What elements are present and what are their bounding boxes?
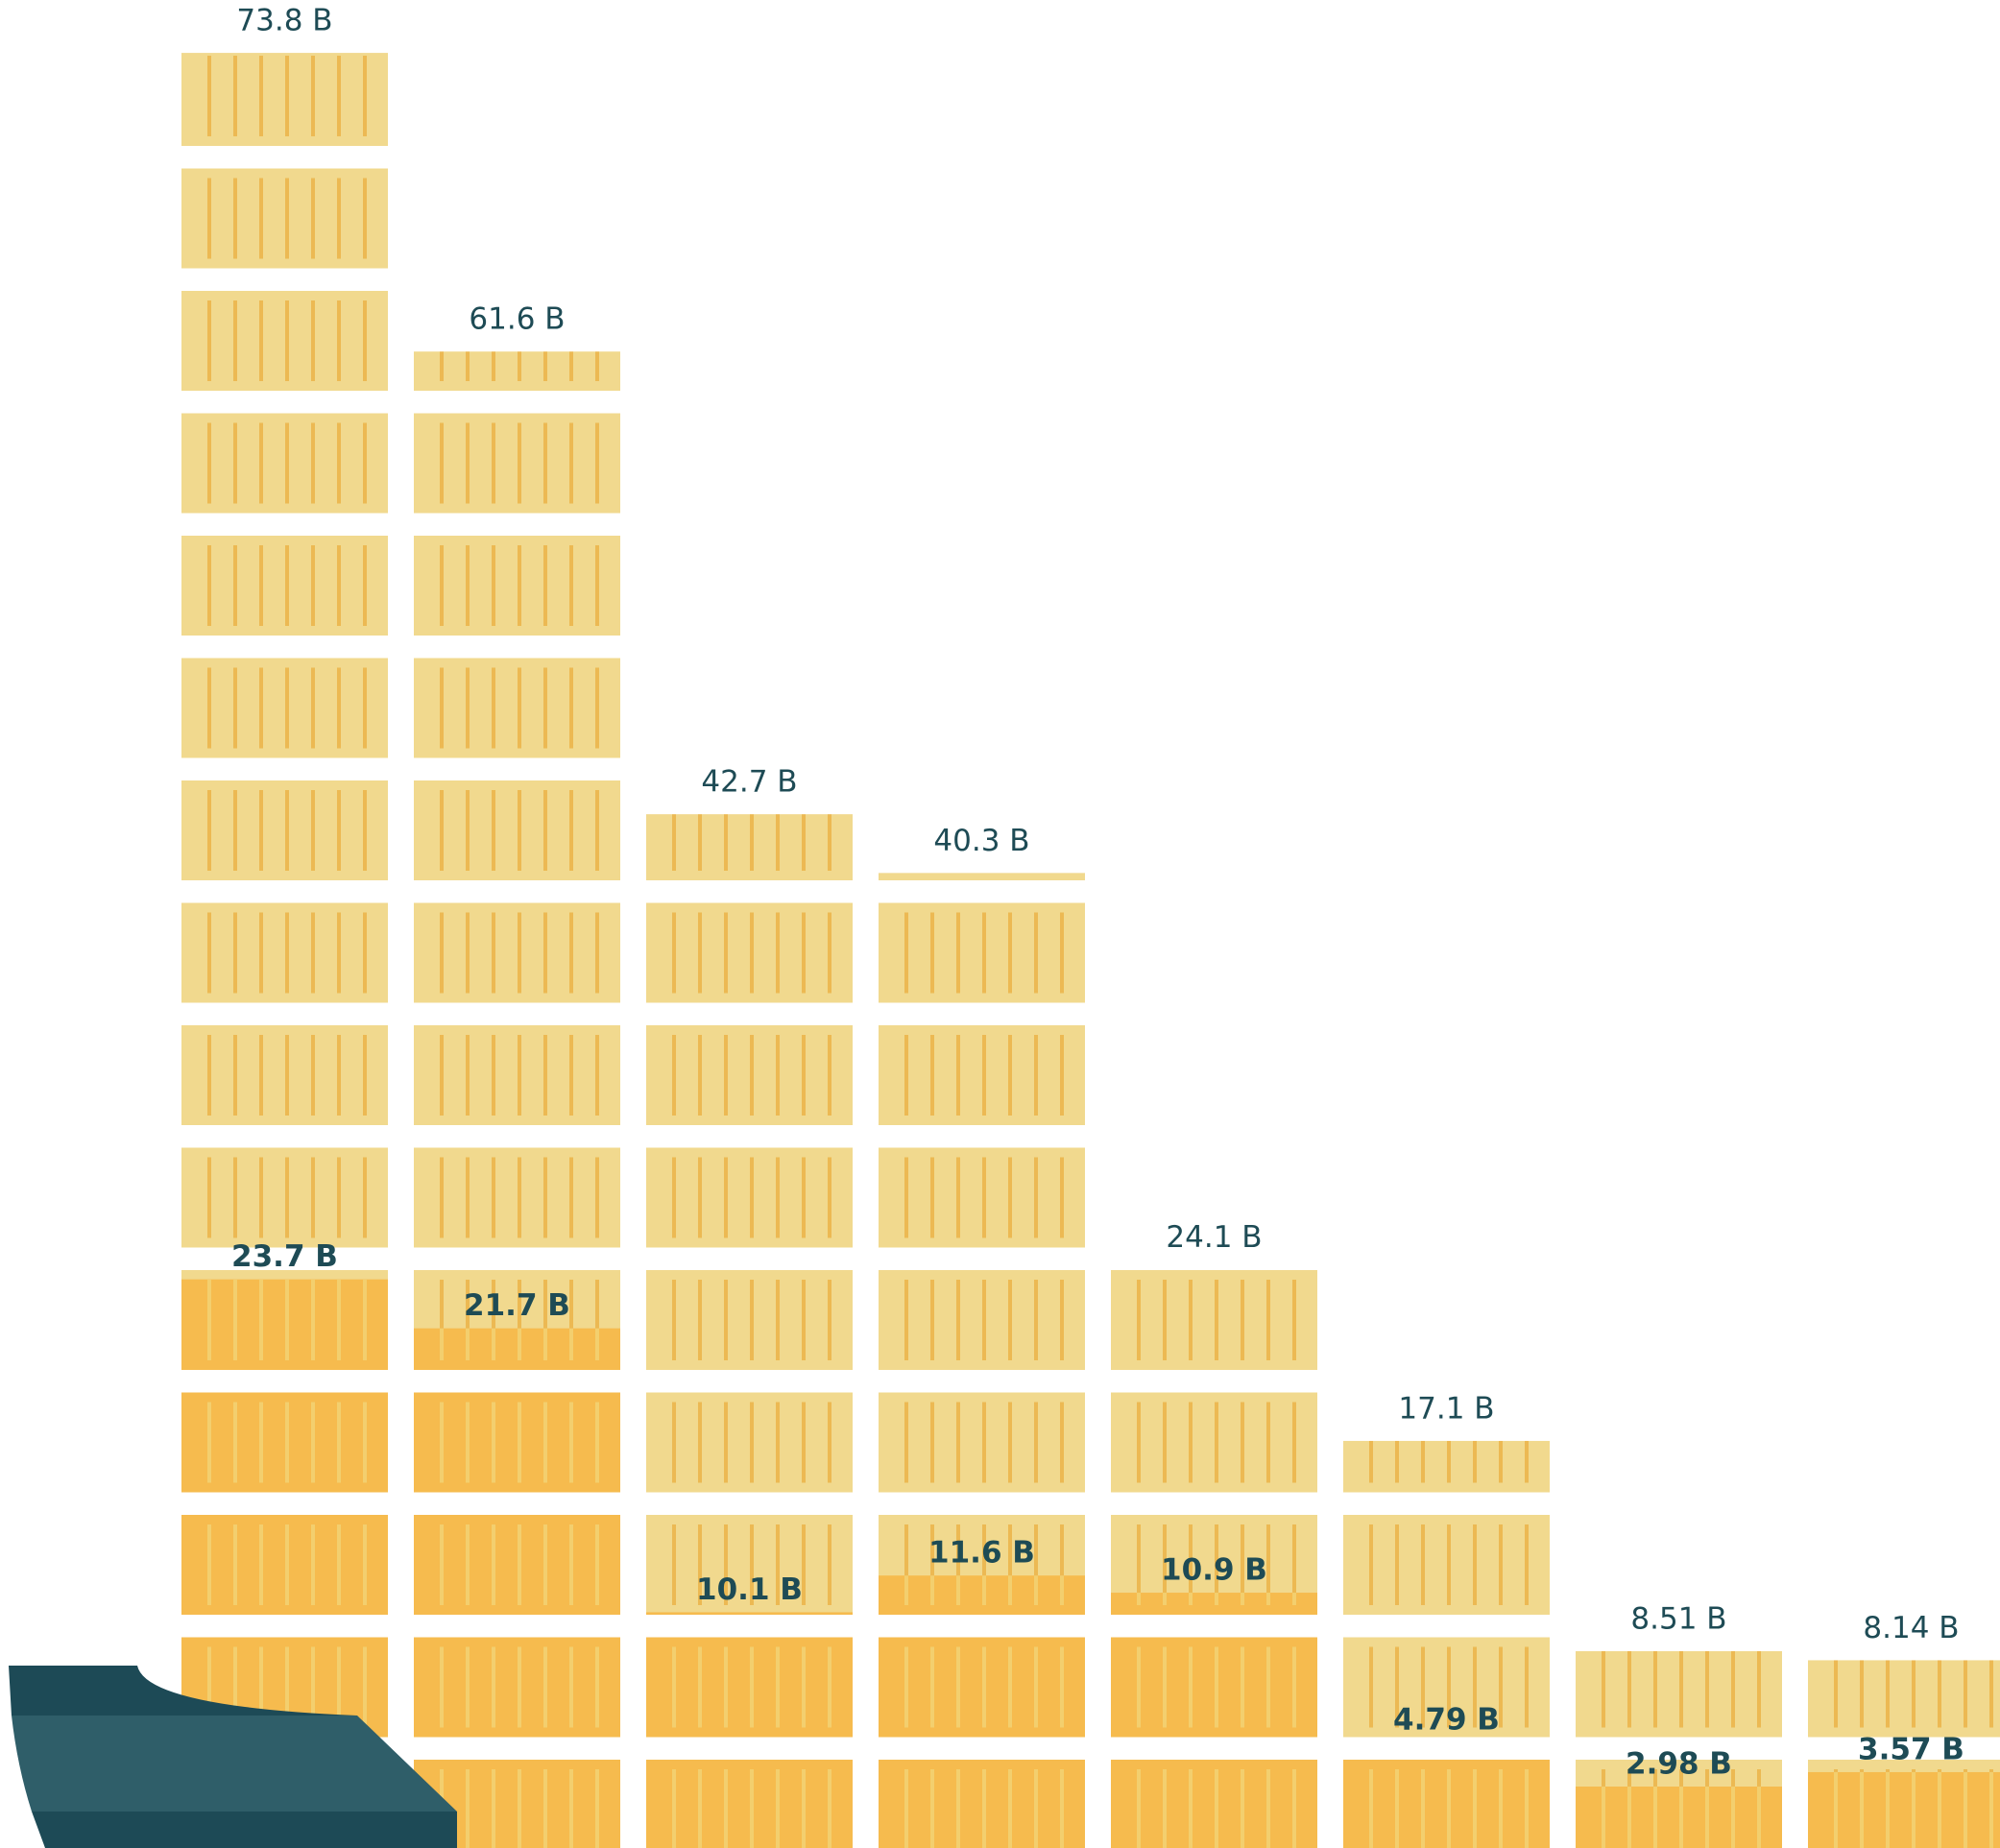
total-label: 8.14 B	[1863, 1611, 1959, 1645]
inner-label: 11.6 B	[928, 1536, 1035, 1571]
total-label: 42.7 B	[701, 765, 797, 800]
inner-label: 2.98 B	[1626, 1747, 1732, 1782]
chart: 73.8 B 61.6 B 42.7 B 40.3 B 24.1 B 17.1 B 8.51…	[0, 0, 2000, 1848]
total-label: 73.8 B	[236, 4, 332, 38]
container-bar	[879, 1575, 1085, 1848]
inner-label: 4.79 B	[1393, 1702, 1500, 1737]
inner-label: 23.7 B	[231, 1239, 338, 1274]
total-label: 17.1 B	[1398, 1391, 1494, 1426]
inner-label: 10.1 B	[696, 1572, 803, 1607]
container-bar	[414, 1329, 620, 1848]
container-bar	[1111, 1593, 1317, 1848]
inner-label: 21.7 B	[464, 1288, 570, 1323]
container-bar	[1808, 1772, 2000, 1848]
inner-label: 3.57 B	[1858, 1732, 1964, 1766]
container-bar	[1343, 1742, 1550, 1848]
total-label: 8.51 B	[1630, 1601, 1726, 1636]
container-bar	[646, 1612, 853, 1848]
total-label: 61.6 B	[469, 302, 565, 337]
inner-label: 10.9 B	[1161, 1553, 1267, 1588]
bars	[181, 53, 2000, 1848]
total-label: 24.1 B	[1166, 1220, 1262, 1255]
container-bar	[1576, 1787, 1782, 1848]
total-label: 40.3 B	[933, 824, 1029, 858]
